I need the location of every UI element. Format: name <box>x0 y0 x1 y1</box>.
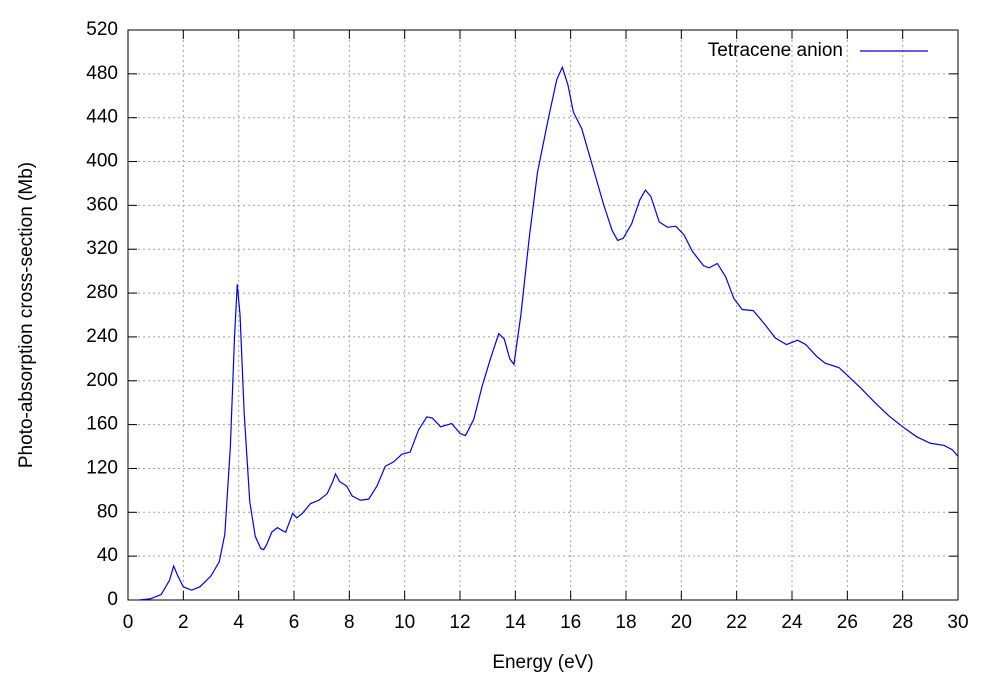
x-tick-label: 30 <box>947 612 968 633</box>
x-tick-label: 8 <box>344 612 355 633</box>
y-tick-label: 280 <box>86 282 118 303</box>
x-tick-label: 14 <box>505 612 527 633</box>
x-tick-label: 4 <box>233 612 244 633</box>
x-tick-label: 28 <box>892 612 913 633</box>
x-tick-label: 22 <box>726 612 747 633</box>
x-tick-label: 6 <box>289 612 300 633</box>
y-tick-label: 240 <box>86 326 118 347</box>
x-tick-label: 10 <box>394 612 415 633</box>
y-tick-label: 80 <box>97 501 118 522</box>
y-tick-label: 440 <box>86 107 118 128</box>
x-tick-label: 18 <box>615 612 636 633</box>
y-tick-label: 200 <box>86 370 118 391</box>
y-tick-label: 520 <box>86 19 118 40</box>
x-tick-label: 0 <box>123 612 134 633</box>
y-tick-label: 40 <box>97 545 118 566</box>
x-tick-label: 26 <box>837 612 858 633</box>
y-tick-label: 480 <box>86 63 118 84</box>
x-tick-label: 2 <box>178 612 189 633</box>
plot-frame <box>127 29 959 601</box>
x-axis-label: Energy (eV) <box>492 652 593 673</box>
y-tick-label: 120 <box>86 457 118 478</box>
x-tick-label: 16 <box>560 612 581 633</box>
y-tick-label: 320 <box>86 238 118 259</box>
y-tick-label: 360 <box>86 194 118 215</box>
y-tick-label: 0 <box>107 589 118 610</box>
legend-label: Tetracene anion <box>708 40 843 61</box>
x-tick-label: 12 <box>449 612 470 633</box>
y-tick-label: 160 <box>86 414 118 435</box>
data-line <box>139 65 959 601</box>
x-tick-label: 24 <box>781 612 803 633</box>
y-axis-label: Photo-absorption cross-section (Mb) <box>16 162 37 468</box>
x-tick-label: 20 <box>671 612 692 633</box>
y-tick-label: 400 <box>86 151 118 172</box>
